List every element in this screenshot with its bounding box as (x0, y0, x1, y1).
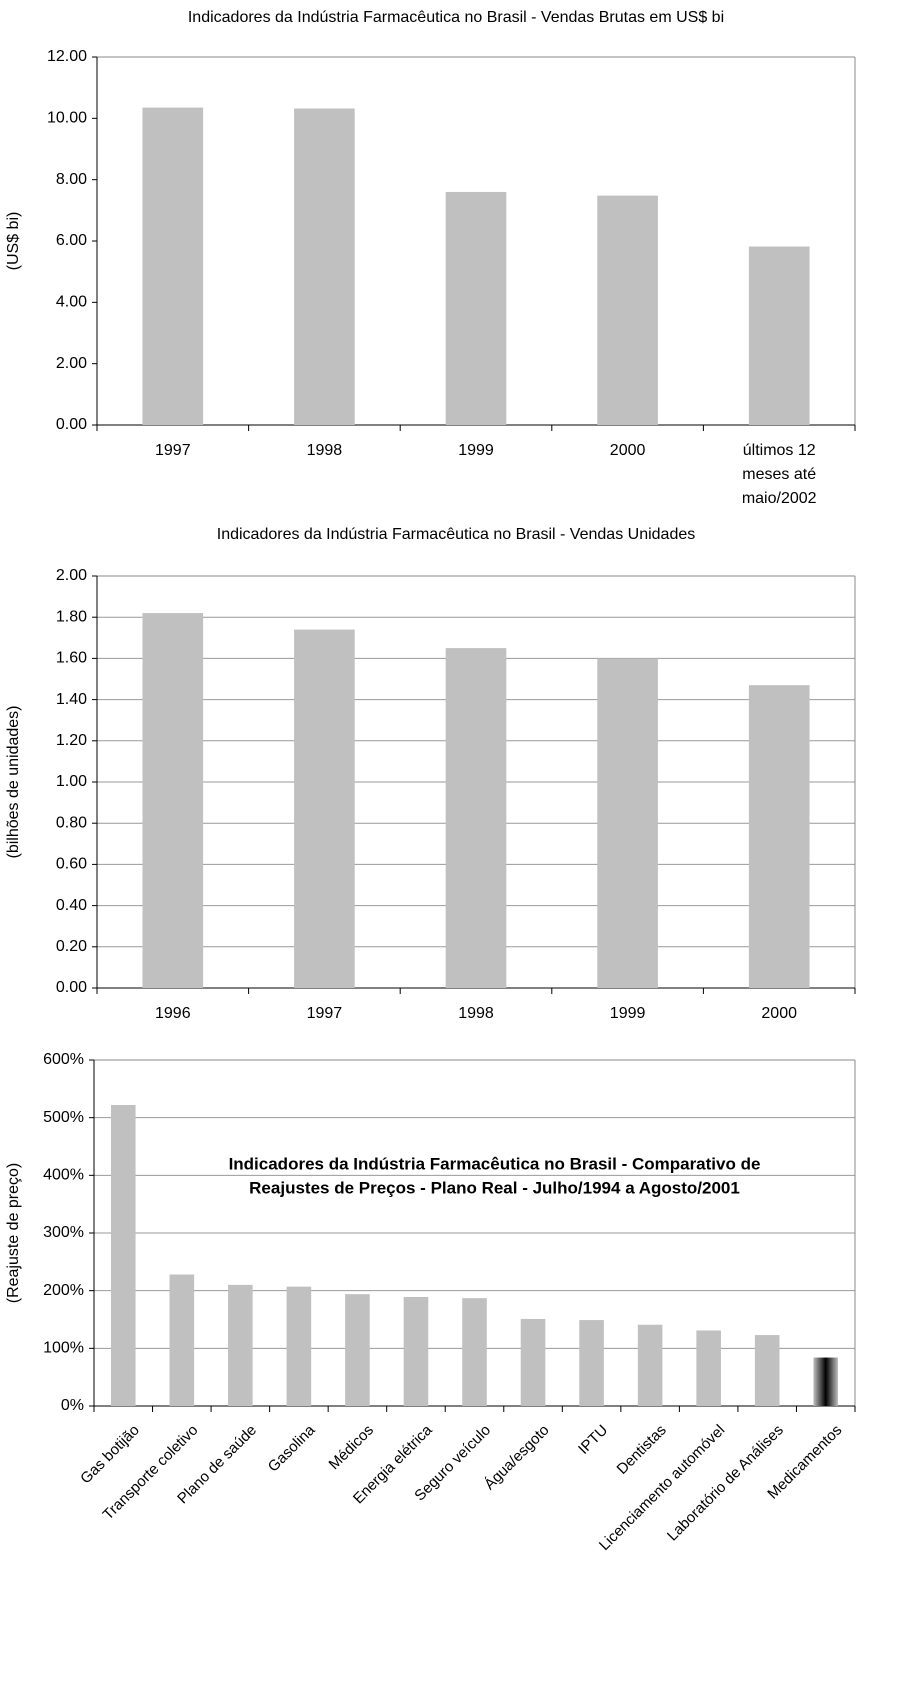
y-tick-label: 2.00 (56, 567, 87, 584)
bar (520, 1318, 546, 1406)
bar (169, 1274, 195, 1406)
chart-title: Indicadores da Indústria Farmacêutica no… (188, 9, 724, 26)
bar (142, 107, 204, 425)
y-tick-label: 0.80 (56, 814, 87, 831)
bar (813, 1357, 839, 1406)
bar (748, 685, 810, 988)
y-tick-label: 12.00 (47, 48, 87, 65)
bar (748, 246, 810, 425)
bar (294, 108, 355, 426)
x-tick-label: 1997 (155, 442, 191, 459)
y-tick-label: 0.00 (56, 979, 87, 996)
x-tick-label: 1997 (307, 1005, 343, 1022)
bar (637, 1324, 663, 1406)
y-tick-label: 0.00 (56, 416, 87, 433)
x-tick-label: 1998 (307, 442, 343, 459)
y-axis-label: (bilhões de unidades) (5, 706, 22, 859)
bar (597, 195, 658, 425)
x-tick-label: Gasolina (265, 1421, 319, 1475)
bar (462, 1298, 487, 1406)
y-tick-label: 0.40 (56, 897, 87, 914)
y-tick-label: 200% (43, 1282, 84, 1299)
y-tick-label: 1.60 (56, 650, 87, 667)
bar (696, 1330, 721, 1406)
y-tick-label: 8.00 (56, 171, 87, 188)
y-tick-label: 0.20 (56, 938, 87, 955)
x-tick-label: 2000 (610, 442, 646, 459)
bar (579, 1320, 604, 1406)
x-tick-label: 1999 (610, 1005, 646, 1022)
y-tick-label: 1.40 (56, 691, 87, 708)
y-axis-label: (US$ bi) (5, 212, 22, 271)
y-tick-label: 10.00 (47, 110, 87, 127)
y-tick-label: 300% (43, 1224, 84, 1241)
y-tick-label: 4.00 (56, 294, 87, 311)
bar (445, 191, 507, 425)
y-axis-label: (Reajuste de preço) (5, 1163, 22, 1304)
bar (597, 658, 658, 988)
y-tick-label: 6.00 (56, 232, 87, 249)
y-tick-label: 400% (43, 1167, 84, 1184)
y-tick-label: 1.20 (56, 732, 87, 749)
y-tick-label: 2.00 (56, 355, 87, 372)
chart-title: Reajustes de Preços - Plano Real - Julho… (249, 1178, 740, 1197)
x-tick-label: 2000 (761, 1005, 797, 1022)
bar (286, 1286, 312, 1406)
chart-title: Indicadores da Indústria Farmacêutica no… (217, 526, 695, 543)
bar (403, 1297, 429, 1406)
x-tick-label: Médicos (326, 1422, 378, 1474)
bar (142, 613, 204, 988)
y-tick-label: 100% (43, 1340, 84, 1357)
x-tick-label: Laboratório de Análises (664, 1422, 787, 1545)
bar (228, 1284, 253, 1406)
bar (445, 648, 507, 988)
y-tick-label: 0% (61, 1397, 84, 1414)
x-tick-label: últimos 12 meses até maio/2002 (742, 442, 817, 507)
x-tick-label: IPTU (575, 1422, 611, 1458)
y-tick-label: 500% (43, 1109, 84, 1126)
bar (110, 1104, 136, 1406)
y-tick-label: 1.80 (56, 608, 87, 625)
x-tick-label: 1996 (155, 1005, 191, 1022)
chart-title: Indicadores da Indústria Farmacêutica no… (229, 1154, 761, 1173)
y-tick-label: 1.00 (56, 773, 87, 790)
bar (345, 1294, 370, 1406)
y-tick-label: 0.60 (56, 856, 87, 873)
y-tick-label: 600% (43, 1051, 84, 1068)
bar (294, 629, 355, 988)
x-tick-label: 1999 (458, 442, 494, 459)
bar (754, 1335, 780, 1406)
x-tick-label: 1998 (458, 1005, 494, 1022)
x-tick-label: Dentistas (614, 1422, 670, 1478)
